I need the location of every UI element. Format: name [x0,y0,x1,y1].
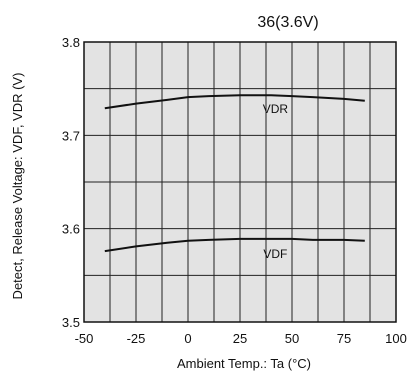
series-line-vdf [104,237,365,253]
x-tick-label: 100 [385,331,407,346]
chart-title: 36(3.6V) [257,14,318,31]
y-tick-label: 3.5 [62,315,80,330]
x-tick-label: -25 [127,331,146,346]
x-axis-label: Ambient Temp.: Ta (°C) [177,356,311,371]
x-tick-label: -50 [75,331,94,346]
x-tick-label: 75 [337,331,351,346]
y-tick-label: 3.6 [62,222,80,237]
y-tick-label: 3.7 [62,128,80,143]
x-tick-label: 25 [233,331,247,346]
plot-frame [83,41,397,323]
series-label-vdf: VDF [263,247,287,261]
series-line-vdr [104,94,365,110]
series-label-vdr: VDR [263,102,289,116]
y-tick-label: 3.8 [62,35,80,50]
x-tick-label: 50 [285,331,299,346]
y-axis-label: Detect, Release Voltage: VDF, VDR (V) [10,73,25,300]
x-tick-label: 0 [184,331,191,346]
